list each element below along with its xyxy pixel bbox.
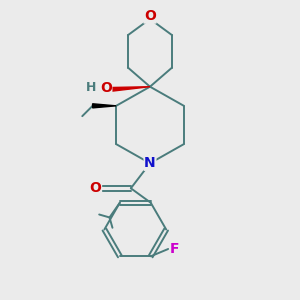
- Text: F: F: [169, 242, 179, 256]
- Text: H: H: [86, 81, 96, 94]
- Text: O: O: [144, 9, 156, 23]
- Text: O: O: [100, 81, 112, 94]
- Polygon shape: [107, 87, 150, 92]
- Text: O: O: [90, 181, 101, 195]
- Text: N: N: [144, 156, 156, 170]
- Polygon shape: [93, 104, 116, 108]
